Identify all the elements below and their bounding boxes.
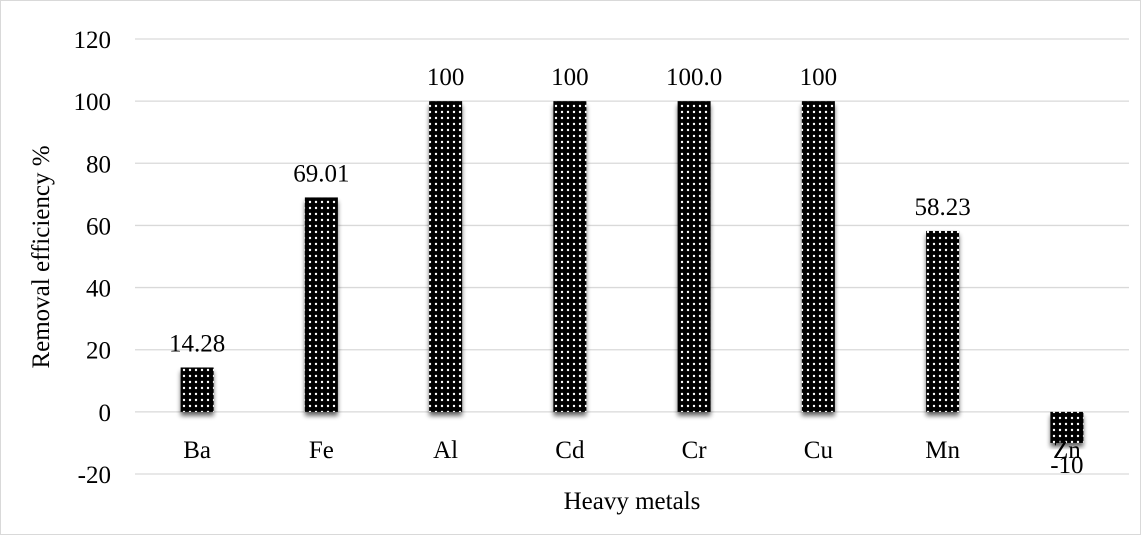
x-category-label: Cr xyxy=(682,437,708,464)
x-category-label: Al xyxy=(433,437,458,464)
x-category-label: Cd xyxy=(555,437,585,464)
y-tick-label: 0 xyxy=(99,400,112,427)
data-label-cr: 100.0 xyxy=(666,64,722,91)
x-category-label: Ba xyxy=(183,437,211,464)
y-axis-ticks: -20 0 20 40 60 80 100 120 xyxy=(74,27,112,489)
x-category-label: Cu xyxy=(804,437,834,464)
data-label-cd: 100 xyxy=(551,64,589,91)
y-tick-label: 120 xyxy=(74,27,112,54)
bar-cu xyxy=(801,101,835,412)
gridlines xyxy=(135,38,1129,475)
bar-fe xyxy=(304,197,338,412)
y-tick-label: 20 xyxy=(86,338,111,365)
y-tick-label: 60 xyxy=(86,213,111,240)
bar-cd xyxy=(553,101,587,412)
y-tick-label: 40 xyxy=(86,276,111,303)
bars xyxy=(180,101,1084,443)
bar-zn xyxy=(1050,411,1084,443)
bar-ba xyxy=(180,367,214,412)
x-category-label: Fe xyxy=(309,437,334,464)
y-axis-title: Removal efficiency % xyxy=(28,145,55,368)
x-category-label: Zn xyxy=(1053,437,1081,464)
data-label-cu: 100 xyxy=(800,64,838,91)
y-tick-label: 80 xyxy=(86,151,111,178)
y-tick-label: 100 xyxy=(74,89,112,116)
data-label-zn: -10 xyxy=(1050,452,1083,479)
bar-al xyxy=(429,101,463,412)
data-label-mn: 58.23 xyxy=(915,194,971,221)
bar-mn xyxy=(926,230,960,412)
data-labels: 14.28 69.01 100 100 100.0 100 58.23 -10 xyxy=(169,64,1084,479)
x-axis-categories: Ba Fe Al Cd Cr Cu Mn Zn xyxy=(183,437,1081,464)
x-axis-title: Heavy metals xyxy=(564,488,701,515)
y-tick-label: -20 xyxy=(78,462,111,489)
bar-cr xyxy=(677,101,711,412)
x-category-label: Mn xyxy=(925,437,960,464)
data-label-fe: 69.01 xyxy=(293,160,349,187)
data-label-ba: 14.28 xyxy=(169,330,225,357)
data-label-al: 100 xyxy=(427,64,465,91)
